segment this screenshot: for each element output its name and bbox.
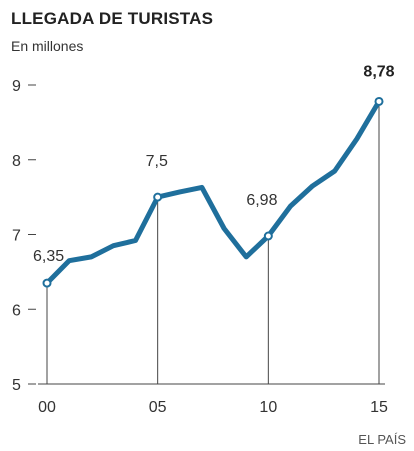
data-label: 6,35 [33,248,64,265]
y-tick-label: 5 [12,377,21,394]
data-point-marker [153,192,163,202]
y-tick-label: 8 [12,153,21,170]
data-label: 7,5 [146,153,168,170]
y-tick-label: 9 [12,78,21,95]
data-point-marker [374,96,384,106]
source-credit: EL PAÍS [358,432,406,447]
y-tick-label: 7 [12,228,21,245]
chart-title: LLEGADA DE TURISTAS [11,9,214,28]
data-point-marker [42,278,52,288]
data-point-marker [263,231,273,241]
series-line [44,98,382,286]
chart-subtitle: En millones [11,38,84,54]
x-tick-label: 10 [259,399,277,416]
y-tick-label: 6 [12,302,21,319]
x-tick-label: 05 [149,399,167,416]
data-label: 8,78 [363,63,394,80]
data-label: 6,98 [246,192,277,209]
x-tick-label: 00 [38,399,56,416]
x-tick-label: 15 [370,399,388,416]
